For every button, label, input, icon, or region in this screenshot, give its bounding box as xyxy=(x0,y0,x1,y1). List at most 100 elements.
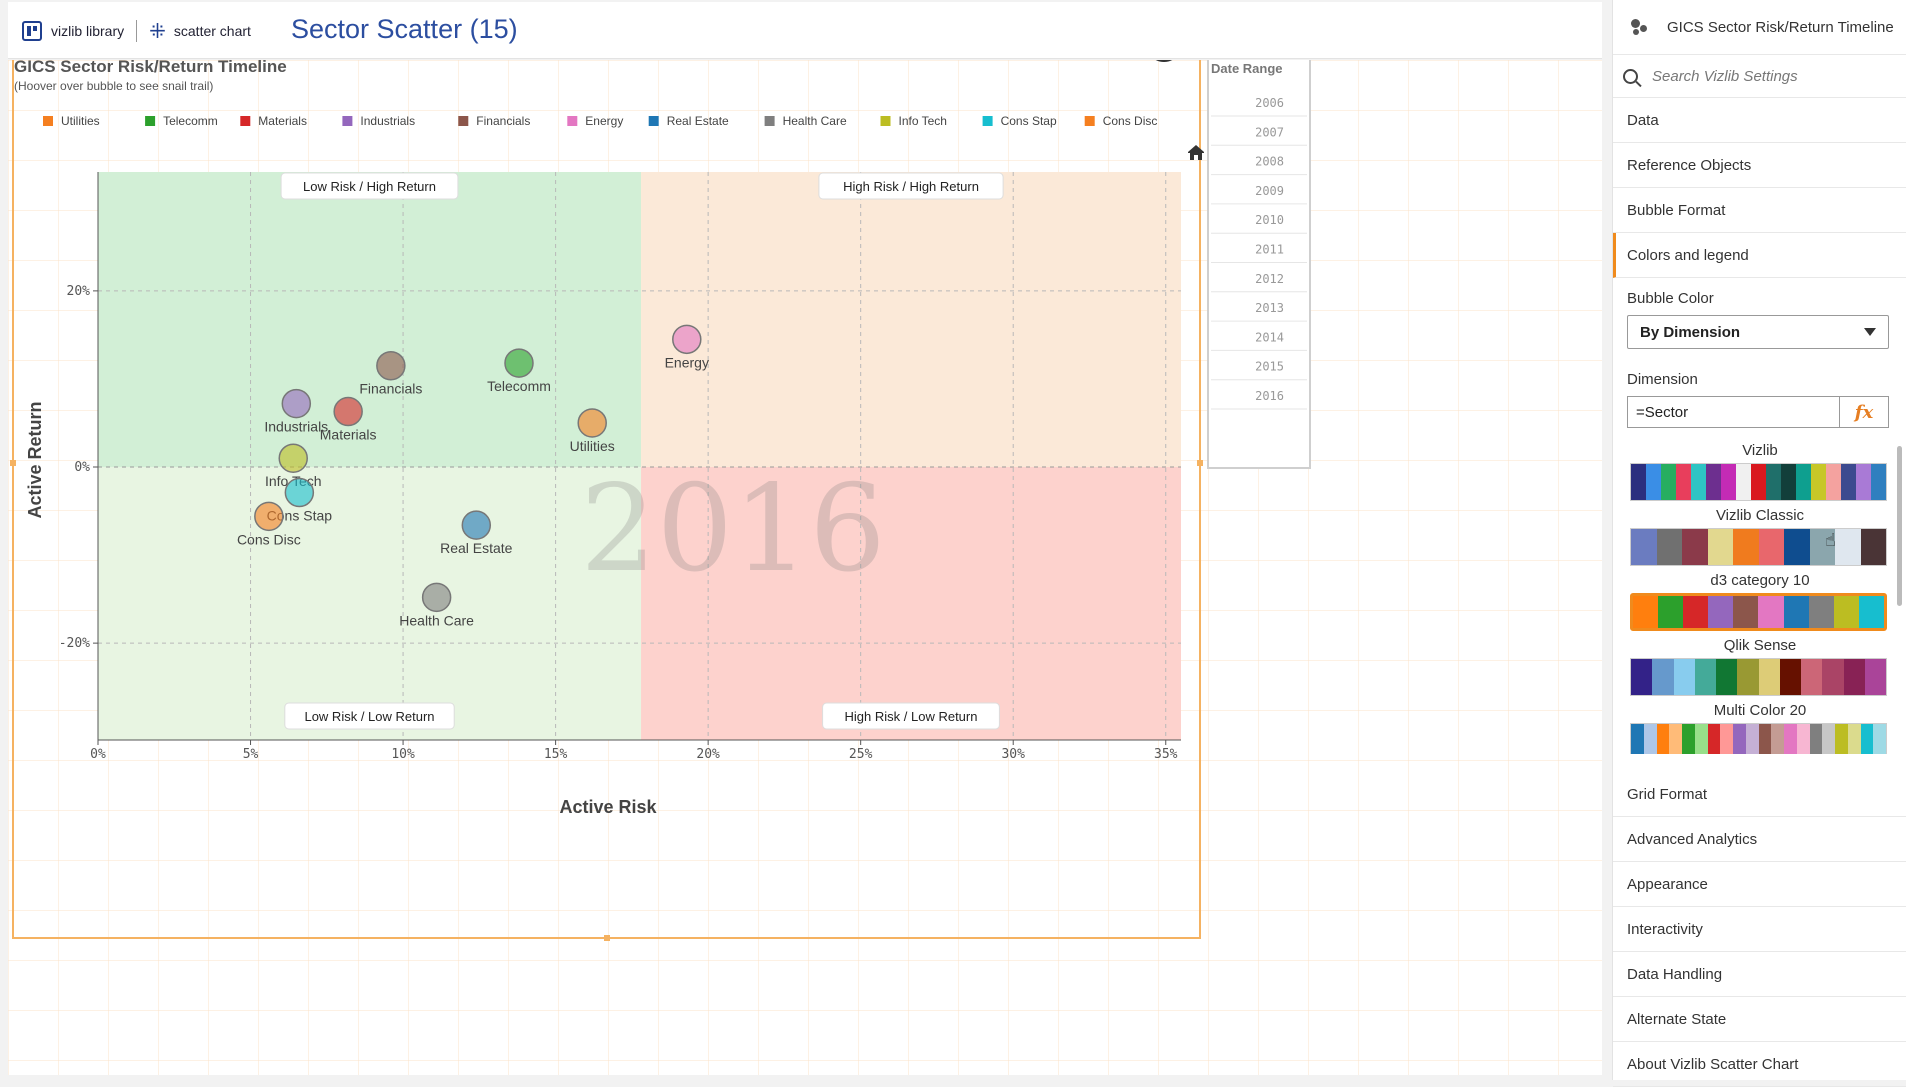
legend-swatch xyxy=(1084,116,1095,126)
bubble-marker[interactable] xyxy=(281,388,312,419)
palette-swatch xyxy=(1658,596,1684,628)
palette-swatch xyxy=(1631,659,1653,695)
chart-type-label: scatter chart xyxy=(173,23,251,39)
date-range-year[interactable]: 2006 xyxy=(1255,96,1284,110)
legend-item[interactable]: Financials xyxy=(458,114,530,128)
expression-button[interactable]: fx xyxy=(1840,396,1889,428)
settings-section-interactivity[interactable]: Interactivity xyxy=(1613,907,1906,952)
bubble-marker[interactable] xyxy=(284,477,315,508)
date-range-year[interactable]: 2011 xyxy=(1255,243,1284,257)
palette-swatch xyxy=(1656,529,1682,565)
palette-swatch xyxy=(1691,464,1706,500)
quadrant-label-bottom-left: Low Risk / Low Return xyxy=(284,702,455,730)
palette-swatch xyxy=(1694,659,1716,695)
resize-handle-left[interactable] xyxy=(10,460,16,466)
date-range-year[interactable]: 2008 xyxy=(1255,155,1284,169)
bubble-marker[interactable] xyxy=(577,408,607,438)
resize-handle-right[interactable] xyxy=(1197,460,1203,466)
palette-swatch xyxy=(1720,724,1733,754)
brand-divider xyxy=(136,20,138,42)
bubble-marker[interactable] xyxy=(254,501,284,532)
bubble-marker[interactable] xyxy=(461,510,492,540)
settings-section-advanced-analytics[interactable]: Advanced Analytics xyxy=(1613,817,1906,862)
palette-swatch xyxy=(1784,724,1797,754)
legend-item[interactable]: Energy xyxy=(567,114,623,128)
bubble-marker[interactable] xyxy=(376,350,406,381)
palette-option-vizlib[interactable] xyxy=(1630,463,1887,501)
settings-section-alternate-state[interactable]: Alternate State xyxy=(1613,997,1906,1042)
bubble-label: Utilities xyxy=(570,438,615,454)
date-range-year[interactable]: 2015 xyxy=(1255,360,1284,374)
legend-item[interactable]: Info Tech xyxy=(880,114,947,128)
resize-handle-bottom[interactable] xyxy=(604,935,610,941)
legend-item[interactable]: Telecomm xyxy=(145,114,218,128)
legend-item[interactable]: Health Care xyxy=(764,114,847,128)
palette-option-d3-category-10[interactable] xyxy=(1630,593,1887,631)
palette-name: Vizlib Classic xyxy=(1715,507,1805,524)
bubble-marker[interactable] xyxy=(672,324,702,355)
palette-swatch xyxy=(1796,724,1810,754)
bubbles-icon xyxy=(1631,17,1653,37)
bubble-utilities[interactable]: Utilities xyxy=(570,408,615,454)
scatter-chart[interactable]: 0% 5% 10% 15% 20% 25% 30% 35% -20% 0% 20% Active Ri… xyxy=(8,60,1602,1075)
search-input[interactable]: Search Vizlib Settings xyxy=(1652,67,1798,85)
palette-option-qlik-sense[interactable] xyxy=(1630,658,1887,696)
palette-option-vizlib-classic[interactable] xyxy=(1630,528,1887,566)
bubble-marker[interactable] xyxy=(504,348,534,378)
palette-swatch xyxy=(1871,464,1886,500)
bubble-energy[interactable]: Energy xyxy=(665,324,709,370)
palette-swatch xyxy=(1682,724,1695,754)
date-range-year[interactable]: 2014 xyxy=(1255,330,1284,344)
date-range-year[interactable]: 2010 xyxy=(1255,213,1284,227)
palette-swatch xyxy=(1847,724,1861,754)
settings-section-colors-and-legend[interactable]: Colors and legend xyxy=(1613,233,1906,278)
legend-item[interactable]: Real Estate xyxy=(648,114,729,128)
palette-option-multi-color-20[interactable] xyxy=(1630,723,1887,754)
settings-section-data-handling[interactable]: Data Handling xyxy=(1613,952,1906,997)
palette-swatch xyxy=(1673,659,1695,695)
date-range-year[interactable]: 2016 xyxy=(1255,389,1284,403)
legend-item[interactable]: Industrials xyxy=(342,114,415,128)
expand-icon[interactable] xyxy=(1147,60,1181,62)
y-axis-title: Active Return xyxy=(25,401,45,518)
palette-swatch xyxy=(1733,529,1759,565)
settings-section-data[interactable]: Data xyxy=(1613,98,1906,143)
quadrant-label-bottom-right: High Risk / Low Return xyxy=(822,702,1000,730)
bubble-cons-disc[interactable]: Cons Disc xyxy=(237,501,301,547)
bubble-marker[interactable] xyxy=(278,443,308,473)
date-range-year[interactable]: 2012 xyxy=(1255,272,1284,286)
bubble-marker[interactable] xyxy=(333,396,363,427)
bubble-real-estate[interactable]: Real Estate xyxy=(440,510,513,556)
date-range-year[interactable]: 2013 xyxy=(1255,301,1284,315)
settings-section-reference-objects[interactable]: Reference Objects xyxy=(1613,143,1906,188)
quadrant-label-top-right: High Risk / High Return xyxy=(818,172,1004,200)
svg-text:High Risk / Low Return: High Risk / Low Return xyxy=(845,709,978,724)
home-icon[interactable] xyxy=(1188,145,1204,160)
bubble-materials[interactable]: Materials xyxy=(320,396,377,443)
bubble-industrials[interactable]: Industrials xyxy=(264,388,328,435)
bubble-telecomm[interactable]: Telecomm xyxy=(487,348,551,394)
palette-swatch xyxy=(1811,464,1826,500)
legend-item[interactable]: Materials xyxy=(240,114,307,128)
settings-section-grid-format[interactable]: Grid Format xyxy=(1613,772,1906,817)
bubble-marker[interactable] xyxy=(421,582,452,613)
palette-swatch xyxy=(1733,724,1746,754)
settings-section-about-vizlib-scatter-chart[interactable]: About Vizlib Scatter Chart xyxy=(1613,1042,1906,1087)
bubble-color-select[interactable]: By Dimension xyxy=(1627,315,1889,349)
palette-swatch xyxy=(1751,464,1766,500)
settings-section-bubble-format[interactable]: Bubble Format xyxy=(1613,188,1906,233)
panel-scrollbar[interactable] xyxy=(1897,446,1902,606)
legend-item[interactable]: Cons Disc xyxy=(1084,114,1158,128)
top-bar: vizlib library ⁜ scatter chart Sector Sc… xyxy=(8,2,1602,59)
chart-title: GICS Sector Risk/Return Timeline xyxy=(14,60,287,76)
dimension-input[interactable]: =Sector xyxy=(1627,396,1840,428)
bubble-health-care[interactable]: Health Care xyxy=(399,582,474,628)
chart-subtitle: (Hoover over bubble to see snail trail) xyxy=(14,79,213,93)
date-range-year[interactable]: 2009 xyxy=(1255,184,1284,198)
date-range-year[interactable]: 2007 xyxy=(1255,125,1284,139)
settings-search[interactable]: Search Vizlib Settings xyxy=(1613,55,1906,98)
settings-section-appearance[interactable]: Appearance xyxy=(1613,862,1906,907)
legend-item[interactable]: Utilities xyxy=(43,114,100,128)
legend-item[interactable]: Cons Stap xyxy=(982,114,1057,128)
bubble-financials[interactable]: Financials xyxy=(359,350,422,397)
